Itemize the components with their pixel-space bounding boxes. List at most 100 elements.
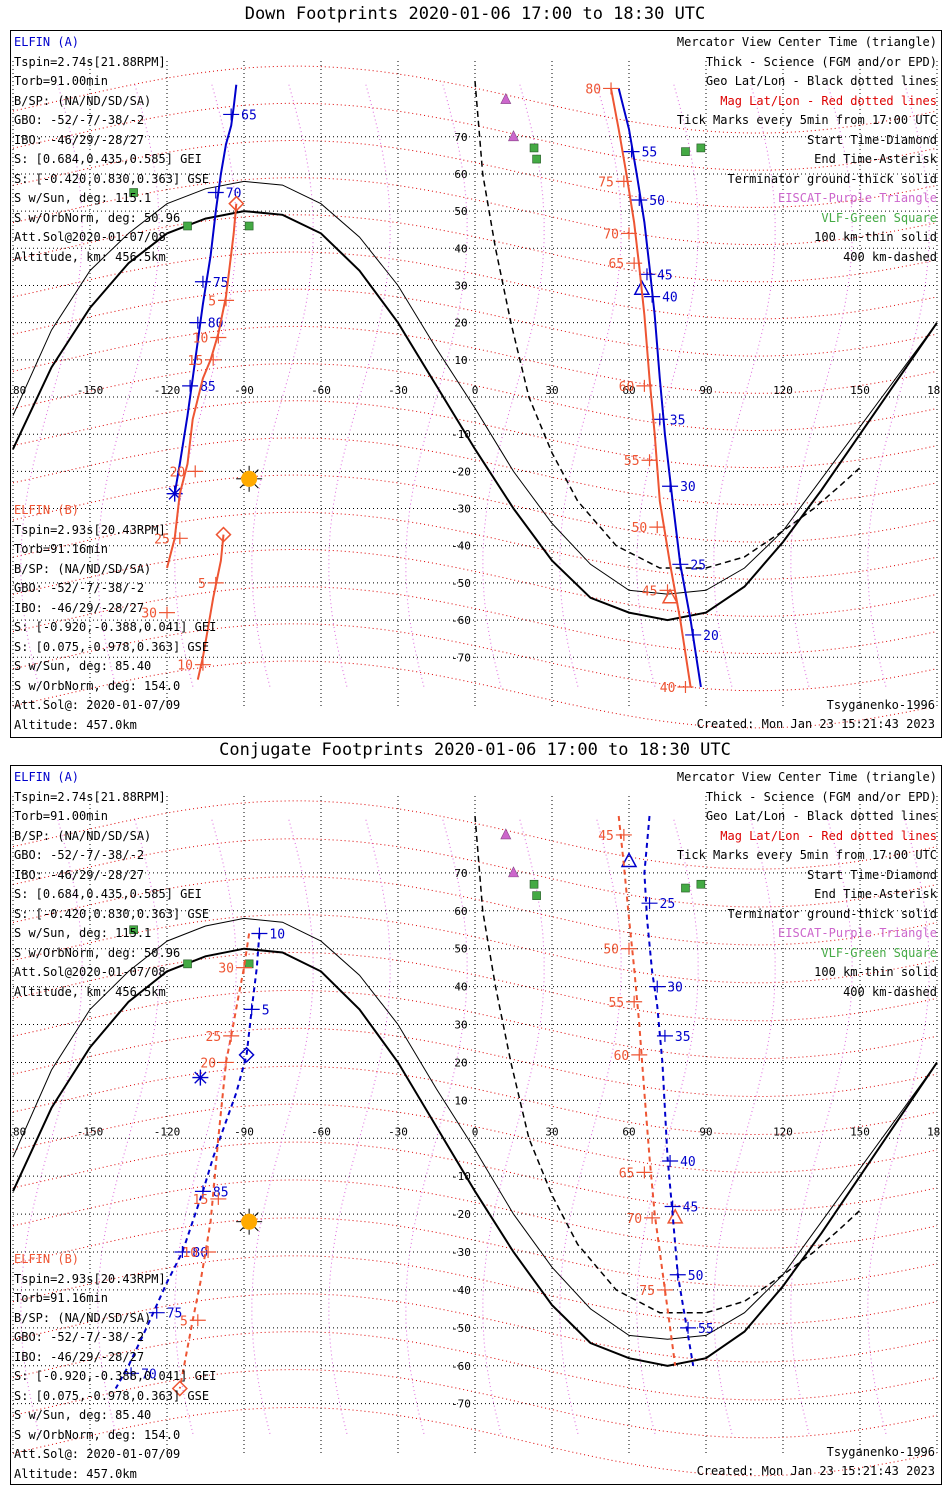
y-tick-label: 40	[454, 242, 467, 255]
elfin-a-top-line-8: S w/Sun, deg: 115.1	[14, 191, 152, 205]
mag-lat-line	[12, 325, 938, 394]
elfin-b-top-line-7: S: [0.075,-0.978,0.363] GSE	[14, 639, 210, 654]
y-tick-label: 60	[454, 168, 467, 181]
mag-lat-line	[12, 1179, 938, 1249]
track-tick-label: 50	[632, 521, 648, 536]
track-tick-label: 5	[208, 294, 216, 309]
elfin-a-bottom-line-2: Torb=91.00min	[14, 809, 108, 823]
elfin-a-top-line-5: IBO: -46/29/-28/27	[14, 132, 145, 147]
x-tick-label: -60	[311, 384, 331, 397]
eiscat-marker	[508, 866, 519, 878]
x-tick-label: -90	[234, 384, 254, 397]
legend-top-line-5: Start Time-Diamond	[806, 132, 937, 147]
mag-lat-line	[12, 1407, 938, 1477]
elfin-b-top-line-6: S: [-0.920,-0.388,0.041] GEI	[14, 620, 217, 634]
track-tick-label: 65	[608, 257, 624, 272]
eiscat-marker	[500, 828, 512, 840]
x-tick-label: 150	[850, 1125, 870, 1138]
legend-top-line-8: EISCAT-Purple Triangle	[778, 191, 937, 205]
elfin-a-bottom-line-1: Tspin=2.74s[21.88RPM]	[14, 789, 166, 804]
elfin-a-bottom-line-8: S w/Sun, deg: 115.1	[14, 926, 152, 940]
legend-bottom-line-8: EISCAT-Purple Triangle	[778, 926, 937, 940]
sun-ray	[239, 1212, 244, 1217]
track-tick-label: 5	[180, 1314, 188, 1329]
mag-lat-line	[12, 400, 938, 469]
sun-marker	[241, 470, 258, 487]
track-tick-label: 80	[585, 82, 601, 97]
elfin-b-bottom-line-10: Att.Sol@: 2020-01-07/09	[14, 1447, 181, 1461]
track-tick-label: 55	[642, 146, 658, 161]
vlf-marker	[681, 147, 690, 156]
mag-lon-line	[482, 819, 545, 1435]
track-tick-label: 70	[626, 1212, 642, 1227]
track-tick-label: 40	[660, 681, 676, 696]
mag-lat-line	[12, 1331, 938, 1401]
footprint-track	[196, 534, 225, 680]
track-tick-label: 65	[619, 1166, 635, 1181]
track-tick-label: 45	[657, 268, 673, 283]
track-tick-label: 85	[213, 1185, 229, 1200]
x-tick-label: 30	[545, 384, 558, 397]
vlf-marker	[696, 879, 706, 889]
elfin-a-bottom-line-10: Att.Sol@2020-01-07/08	[14, 965, 166, 979]
track-tick-label: 35	[670, 413, 686, 428]
legend-top-line-11: 400 km-dashed	[843, 249, 937, 264]
series-3: 45 50 55 60 65 70 75	[598, 815, 677, 1366]
top-title: Down Footprints 2020-01-06 17:00 to 18:3…	[244, 4, 706, 24]
x-tick-label: 60	[622, 1125, 635, 1138]
elfin-a-top-line-3: B/SP: (NA/ND/SD/SA)	[14, 93, 152, 108]
legend-bottom-line-7: Terminator ground-thick solid	[727, 906, 937, 921]
elfin-a-top-line-7: S: [-0.420,0.830,0.363] GSE	[14, 171, 210, 186]
center-triangle	[661, 588, 679, 604]
legend-top: Mercator View Center Time (triangle) Thic…	[677, 33, 937, 267]
elfin-a-top-line-11: Altitude, km: 456.5km	[14, 249, 166, 264]
mag-lat-line	[12, 549, 938, 617]
elfin-a-bottom-line-7: S: [-0.420,0.830,0.363] GSE	[14, 906, 210, 921]
start-diamond	[238, 1046, 255, 1063]
track-tick-label: 40	[662, 291, 678, 306]
start-diamond	[215, 526, 232, 543]
footprint-track	[178, 933, 251, 1389]
mag-lon-line	[97, 819, 160, 1435]
footprint-track	[617, 815, 677, 1366]
elfin-b-bottom-line-5: IBO: -46/29/-28/27	[14, 1349, 145, 1364]
terminator-400km	[474, 80, 861, 569]
elfin-b-bottom-line-7: S: [0.075,-0.978,0.363] GSE	[14, 1388, 210, 1403]
track-tick-label: 25	[206, 1030, 222, 1045]
vlf-marker	[183, 221, 192, 231]
y-tick-label: 20	[454, 317, 467, 330]
y-tick-label: -60	[451, 614, 471, 627]
track-tick-label: 5	[262, 1003, 270, 1018]
down-footprints-map: -180-150-120-90-60-300306090120150180706…	[11, 61, 941, 729]
elfin-b-bottom-line-0: ELFIN (B)	[14, 1252, 80, 1266]
vlf-marker	[532, 891, 541, 900]
mag-lat-line	[12, 251, 938, 320]
y-tick-label: 30	[454, 279, 467, 292]
track-tick-label: 45	[598, 829, 614, 844]
legend-bottom-line-4: Tick Marks every 5min from 17:00 UTC	[676, 848, 937, 862]
y-tick-label: 70	[454, 131, 467, 144]
track-tick-label: 10	[182, 1246, 198, 1261]
y-tick-label: -40	[451, 1284, 471, 1297]
elfin-b-top-line-5: IBO: -46/29/-28/27	[14, 600, 145, 615]
track-tick-label: 40	[680, 1155, 696, 1170]
legend-top-line-9: VLF-Green Square	[821, 210, 937, 225]
mag-lat-line	[12, 1255, 938, 1325]
track-tick-label: 50	[603, 943, 619, 958]
elfin-a-bottom-line-9: S w/OrbNorm, deg: 50.96	[14, 945, 181, 960]
track-tick-label: 60	[614, 1049, 630, 1064]
y-tick-label: 50	[454, 205, 467, 218]
x-tick-label: -120	[154, 1125, 181, 1138]
elfin-a-top-line-4: GBO: -52/-7/-38/-2	[14, 113, 145, 127]
mag-lon-line	[559, 819, 622, 1435]
legend-bottom-line-5: Start Time-Diamond	[806, 867, 937, 882]
markers	[129, 828, 706, 1235]
track-tick-label: 75	[213, 276, 229, 291]
elfin-b-bottom-line-1: Tspin=2.93s[20.43RPM]	[14, 1271, 166, 1286]
mag-lon-line	[636, 819, 699, 1435]
sun-ray	[239, 1226, 244, 1232]
legend-bottom-line-10: 100 km-thin solid	[814, 965, 937, 979]
elfin-b-top-line-0: ELFIN (B)	[14, 503, 80, 517]
elfin-a-bottom-line-11: Altitude, km: 456.5km	[14, 984, 166, 999]
vlf-marker	[183, 959, 192, 969]
